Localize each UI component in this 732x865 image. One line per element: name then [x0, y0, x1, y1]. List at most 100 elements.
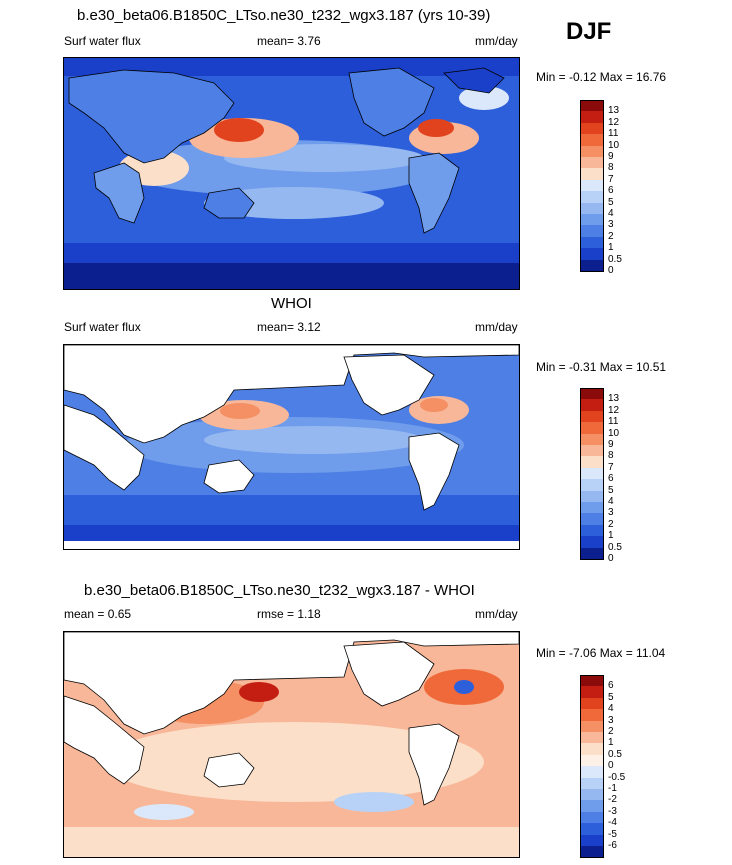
colorbar-swatch — [580, 720, 604, 732]
colorbar-swatch — [580, 754, 604, 767]
panel-2-mean-label: mean= 3.12 — [257, 320, 321, 334]
colorbar-swatch — [580, 697, 604, 710]
colorbar-tick-label: 2 — [608, 726, 614, 737]
panel-3-units-label: mm/day — [475, 607, 518, 621]
colorbar-swatch — [580, 766, 604, 778]
colorbar-tick-label: -5 — [608, 828, 617, 840]
colorbar-tick-label: -3 — [608, 805, 617, 817]
colorbar-swatch — [580, 202, 604, 214]
colorbar-swatch — [580, 467, 604, 480]
colorbar-swatch — [580, 732, 604, 744]
colorbar-tick-label: 10 — [608, 139, 620, 151]
colorbar-swatch — [580, 179, 604, 192]
colorbar-tick-label: 5 — [608, 691, 614, 703]
colorbar-swatch — [580, 399, 604, 411]
colorbar-swatch — [580, 168, 604, 180]
panel-3-rmse-label: rmse = 1.18 — [257, 607, 321, 621]
colorbar-swatch — [580, 686, 604, 698]
colorbar-swatch — [580, 513, 604, 525]
colorbar-swatch — [580, 709, 604, 721]
colorbar-tick-label: 8 — [608, 450, 614, 462]
colorbar-swatch — [580, 675, 604, 688]
panel-3-mean-label: mean = 0.65 — [64, 607, 132, 621]
colorbar-tick-label: 4 — [608, 208, 614, 219]
colorbar-tick-label: 4 — [608, 496, 614, 507]
colorbar-tick-label: 8 — [608, 162, 614, 174]
panel-2-map — [63, 344, 520, 550]
colorbar-tick-label: -6 — [608, 840, 617, 851]
colorbar-tick-label: 13 — [608, 105, 620, 117]
panel-3-title: b.e30_beta06.B1850C_LTso.ne30_t232_wgx3.… — [84, 582, 475, 599]
colorbar-tick-label: 3 — [608, 219, 614, 231]
season-label: DJF — [566, 18, 612, 45]
colorbar-swatch — [580, 823, 604, 835]
colorbar-swatch — [580, 800, 604, 812]
colorbar-tick-label: 0.5 — [608, 253, 622, 265]
panel-1-title: b.e30_beta06.B1850C_LTso.ne30_t232_wgx3.… — [77, 7, 491, 24]
colorbar-tick-label: 0 — [608, 553, 614, 564]
colorbar-swatch — [580, 214, 604, 226]
colorbar-tick-label: 12 — [608, 404, 620, 416]
panel-2-variable-label: Surf water flux — [64, 320, 141, 334]
colorbar-swatch — [580, 100, 604, 113]
colorbar-swatch — [580, 846, 604, 859]
colorbar-swatch — [580, 811, 604, 824]
colorbar-tick-label: 3 — [608, 714, 614, 726]
colorbar-tick-label: 6 — [608, 185, 614, 197]
panel-3-map — [63, 631, 520, 858]
panel-1-variable-label: Surf water flux — [64, 34, 141, 48]
colorbar-tick-label: 10 — [608, 427, 620, 439]
colorbar-swatch — [580, 789, 604, 801]
colorbar-swatch — [580, 259, 604, 272]
colorbar-swatch — [580, 134, 604, 146]
colorbar-tick-label: -2 — [608, 794, 617, 806]
colorbar-swatch — [580, 236, 604, 249]
colorbar-swatch — [580, 145, 604, 157]
colorbar-swatch — [580, 743, 604, 755]
panel-1-minmax-label: Min = -0.12 Max = 16.76 — [536, 70, 667, 84]
colorbar-tick-label: 0.5 — [608, 748, 622, 760]
colorbar-tick-label: 0 — [608, 760, 614, 772]
colorbar-tick-label: 11 — [608, 128, 619, 140]
colorbar-swatch — [580, 157, 604, 169]
colorbar-tick-label: 11 — [608, 416, 619, 428]
colorbar-swatch — [580, 502, 604, 514]
panel-1-mean-label: mean= 3.76 — [257, 34, 321, 48]
colorbar-tick-label: -4 — [608, 817, 617, 829]
colorbar-tick-label: 1 — [608, 530, 614, 542]
colorbar-swatch — [580, 410, 604, 423]
colorbar-swatch — [580, 456, 604, 468]
colorbar-tick-label: 9 — [608, 439, 614, 450]
panel-2-title: WHOI — [271, 295, 312, 312]
colorbar-tick-label: 1 — [608, 242, 614, 254]
colorbar-swatch — [580, 479, 604, 491]
colorbar-tick-label: 0.5 — [608, 541, 622, 553]
colorbar-swatch — [580, 388, 604, 401]
colorbar-swatch — [580, 536, 604, 548]
colorbar-tick-label: 2 — [608, 518, 614, 530]
colorbar-swatch — [580, 225, 604, 237]
colorbar-swatch — [580, 422, 604, 434]
panel-1-units-label: mm/day — [475, 34, 518, 48]
colorbar-swatch — [580, 433, 604, 445]
colorbar-tick-label: 4 — [608, 703, 614, 715]
colorbar-tick-label: 0 — [608, 265, 614, 276]
colorbar-tick-label: 2 — [608, 230, 614, 242]
panel-2-minmax-label: Min = -0.31 Max = 10.51 — [536, 360, 667, 374]
colorbar-tick-label: 6 — [608, 473, 614, 485]
colorbar-tick-label: 1 — [608, 737, 614, 749]
colorbar-tick-label: 7 — [608, 173, 614, 185]
colorbar-tick-label: 6 — [608, 680, 614, 692]
colorbar-swatch — [580, 777, 604, 789]
colorbar-swatch — [580, 248, 604, 260]
colorbar-swatch — [580, 191, 604, 203]
panel-2-units-label: mm/day — [475, 320, 518, 334]
colorbar-tick-label: 5 — [608, 484, 614, 496]
panel-3-minmax-label: Min = -7.06 Max = 11.04 — [536, 646, 666, 660]
colorbar-swatch — [580, 547, 604, 560]
colorbar-tick-label: 7 — [608, 461, 614, 473]
colorbar-tick-label: 3 — [608, 507, 614, 519]
colorbar-swatch — [580, 834, 604, 846]
colorbar-tick-label: -0.5 — [608, 771, 626, 783]
colorbar-swatch — [580, 122, 604, 135]
